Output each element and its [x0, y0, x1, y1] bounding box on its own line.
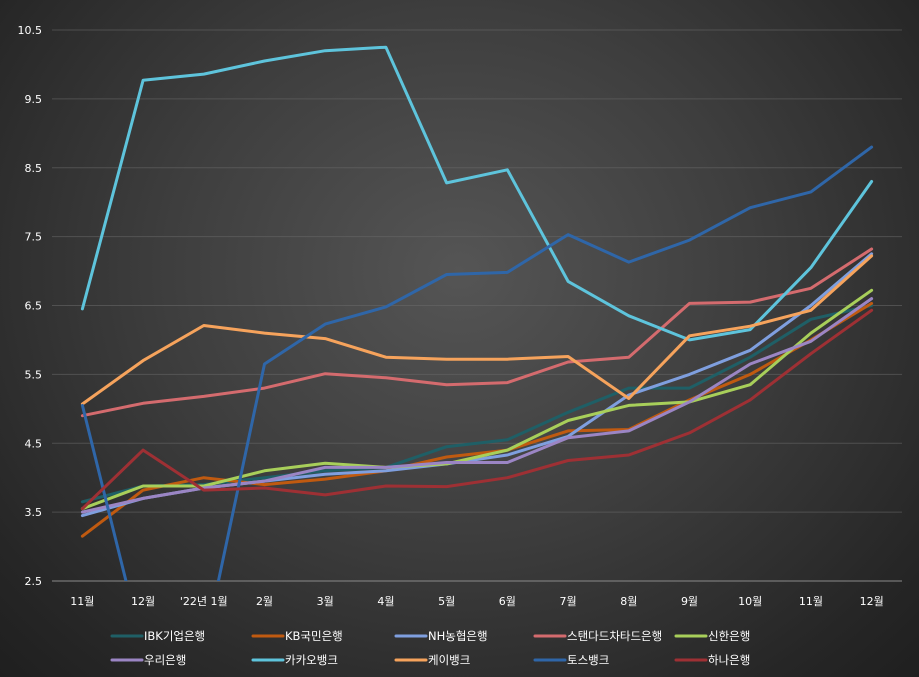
- x-tick-label: 12월: [131, 595, 155, 608]
- x-tick-label: 11월: [799, 595, 823, 608]
- x-tick-label: 7월: [560, 595, 577, 608]
- legend-label: 케이뱅크: [428, 653, 470, 667]
- x-tick-label: 9월: [681, 595, 698, 608]
- x-tick-label: 4월: [377, 595, 394, 608]
- y-tick-label: 3.5: [25, 506, 43, 519]
- y-tick-label: 7.5: [25, 231, 43, 244]
- legend-label: 신한은행: [708, 629, 750, 643]
- series-line: [80, 254, 874, 406]
- y-tick-label: 2.5: [25, 575, 43, 588]
- series-line: [80, 304, 874, 504]
- legend-label: 스탠다드차타드은행: [567, 629, 662, 643]
- legend-label: 카카오뱅크: [285, 653, 338, 667]
- x-tick-label: 2월: [256, 595, 273, 608]
- axis-layer: 2.5 3.5 4.5 5.5 6.5 7.5 8.5 9.5 10.5 11월 12월 '22년 1…: [18, 24, 902, 608]
- series-line: [80, 308, 874, 511]
- legend-label: NH농협은행: [428, 629, 488, 643]
- y-tick-label: 10.5: [18, 24, 43, 37]
- series-layer: [80, 45, 874, 581]
- y-tick-label: 5.5: [25, 368, 43, 381]
- x-tick-label: 3월: [317, 595, 334, 608]
- x-tick-label: 5월: [438, 595, 455, 608]
- legend-label: 우리은행: [144, 653, 186, 667]
- gridlines: [52, 29, 902, 513]
- x-tick-label: '22년 1월: [180, 595, 228, 608]
- y-tick-label: 6.5: [25, 300, 43, 313]
- y-tick-label: 9.5: [25, 93, 43, 106]
- legend-label: IBK기업은행: [144, 629, 205, 643]
- x-tick-label: 10월: [738, 595, 762, 608]
- y-tick-label: 4.5: [25, 437, 43, 450]
- series-line: [80, 247, 874, 418]
- series-line: [80, 45, 874, 342]
- series-line: [80, 301, 874, 538]
- x-tick-label: 6월: [499, 595, 516, 608]
- series-line: [80, 297, 874, 514]
- series-line: [80, 145, 874, 581]
- x-tick-label: 12월: [860, 595, 884, 608]
- series-line: [80, 288, 874, 511]
- x-tick-label: 8월: [620, 595, 637, 608]
- legend-label: 토스뱅크: [567, 653, 609, 667]
- y-tick-label: 8.5: [25, 162, 43, 175]
- legend-label: 하나은행: [708, 653, 750, 667]
- legend-label: KB국민은행: [285, 629, 343, 643]
- x-tick-label: 11월: [70, 595, 94, 608]
